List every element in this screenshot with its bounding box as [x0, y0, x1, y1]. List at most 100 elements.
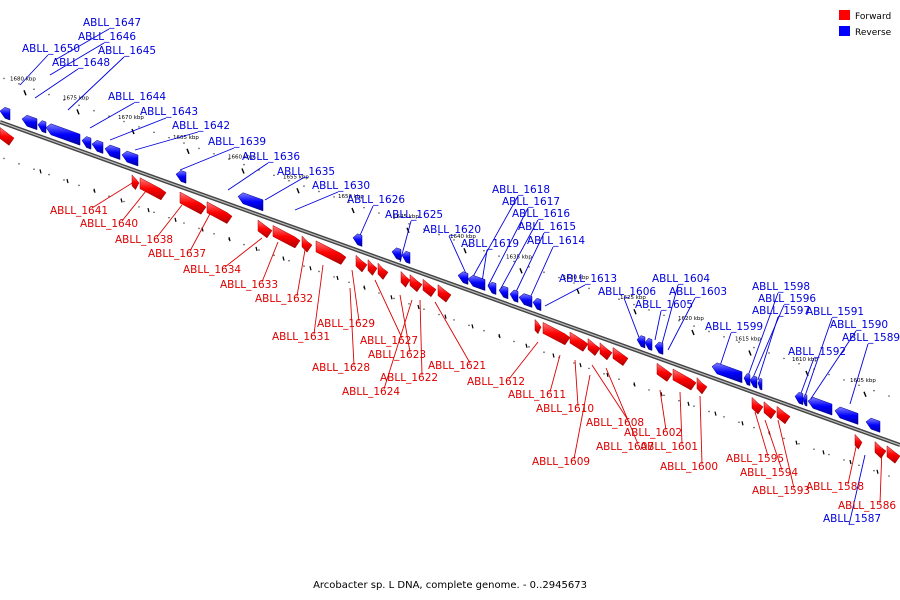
reverse-gene-arrow[interactable] — [757, 377, 763, 391]
reverse-gene-arrow[interactable] — [175, 170, 187, 184]
gene-label[interactable]: ABLL_1602 — [624, 427, 682, 439]
reverse-gene-arrow[interactable] — [644, 337, 653, 351]
reverse-gene-arrow[interactable] — [391, 247, 402, 261]
reverse-gene-arrow[interactable] — [467, 274, 486, 291]
gene-label[interactable]: ABLL_1606 — [598, 286, 656, 298]
forward-gene-arrow[interactable] — [886, 445, 900, 464]
reverse-gene-arrow[interactable] — [802, 394, 808, 407]
reverse-gene-arrow[interactable] — [81, 136, 92, 150]
gene-label[interactable]: ABLL_1640 — [80, 218, 138, 230]
forward-gene-arrow[interactable] — [569, 331, 589, 352]
gene-label[interactable]: ABLL_1605 — [635, 299, 693, 311]
gene-label[interactable]: ABLL_1588 — [806, 481, 864, 493]
reverse-gene-arrow[interactable] — [743, 373, 751, 387]
gene-label[interactable]: ABLL_1612 — [467, 376, 525, 388]
reverse-gene-arrow[interactable] — [0, 107, 11, 121]
gene-label[interactable]: ABLL_1586 — [838, 500, 896, 512]
gene-label[interactable]: ABLL_1603 — [669, 286, 727, 298]
forward-gene-arrow[interactable] — [776, 405, 791, 425]
reverse-gene-arrow[interactable] — [532, 297, 542, 312]
gene-label[interactable]: ABLL_1641 — [50, 205, 108, 217]
forward-gene-arrow[interactable] — [437, 284, 452, 303]
gene-label[interactable]: ABLL_1629 — [317, 318, 375, 330]
gene-label[interactable]: ABLL_1613 — [559, 273, 617, 285]
reverse-gene-arrow[interactable] — [37, 120, 47, 134]
reverse-gene-arrow[interactable] — [749, 375, 758, 389]
forward-gene-arrow[interactable] — [422, 278, 437, 298]
gene-label[interactable]: ABLL_1635 — [277, 166, 335, 178]
gene-label[interactable]: ABLL_1618 — [492, 184, 550, 196]
gene-label[interactable]: ABLL_1594 — [740, 467, 798, 479]
reverse-gene-arrow[interactable] — [401, 250, 411, 264]
reverse-gene-arrow[interactable] — [45, 123, 81, 146]
reverse-gene-arrow[interactable] — [91, 140, 104, 154]
forward-gene-arrow[interactable] — [854, 433, 863, 450]
forward-gene-arrow[interactable] — [272, 225, 301, 249]
gene-label[interactable]: ABLL_1625 — [385, 209, 443, 221]
reverse-gene-arrow[interactable] — [352, 233, 363, 247]
forward-gene-arrow[interactable] — [0, 127, 15, 146]
reverse-gene-arrow[interactable] — [487, 281, 497, 295]
gene-label[interactable]: ABLL_1638 — [115, 234, 173, 246]
gene-label[interactable]: ABLL_1631 — [272, 331, 330, 343]
reverse-gene-arrow[interactable] — [518, 293, 533, 308]
gene-label[interactable]: ABLL_1633 — [220, 279, 278, 291]
gene-label[interactable]: ABLL_1650 — [22, 43, 80, 55]
forward-gene-arrow[interactable] — [672, 368, 697, 391]
gene-label[interactable]: ABLL_1589 — [842, 332, 900, 344]
reverse-gene-arrow[interactable] — [807, 396, 833, 416]
forward-gene-arrow[interactable] — [315, 240, 347, 265]
gene-label[interactable]: ABLL_1598 — [752, 281, 810, 293]
gene-label[interactable]: ABLL_1617 — [502, 196, 560, 208]
gene-label[interactable]: ABLL_1597 — [752, 305, 810, 317]
reverse-gene-arrow[interactable] — [834, 406, 859, 425]
gene-label[interactable]: ABLL_1646 — [78, 31, 136, 43]
gene-label[interactable]: ABLL_1609 — [532, 456, 590, 468]
forward-gene-arrow[interactable] — [257, 219, 273, 239]
forward-gene-arrow[interactable] — [179, 191, 207, 215]
reverse-gene-arrow[interactable] — [636, 335, 646, 349]
forward-gene-arrow[interactable] — [131, 174, 140, 191]
reverse-gene-arrow[interactable] — [865, 417, 881, 433]
gene-label[interactable]: ABLL_1611 — [508, 389, 566, 401]
gene-label[interactable]: ABLL_1628 — [312, 362, 370, 374]
forward-gene-arrow[interactable] — [656, 362, 673, 382]
gene-label[interactable]: ABLL_1607 — [596, 441, 654, 453]
gene-label[interactable]: ABLL_1645 — [98, 45, 156, 57]
forward-gene-arrow[interactable] — [599, 342, 613, 361]
gene-label[interactable]: ABLL_1637 — [148, 248, 206, 260]
gene-label[interactable]: ABLL_1592 — [788, 346, 846, 358]
gene-label[interactable]: ABLL_1642 — [172, 120, 230, 132]
gene-label[interactable]: ABLL_1596 — [758, 293, 816, 305]
gene-label[interactable]: ABLL_1621 — [428, 360, 486, 372]
forward-gene-arrow[interactable] — [534, 318, 542, 335]
reverse-gene-arrow[interactable] — [104, 144, 121, 160]
gene-label[interactable]: ABLL_1600 — [660, 461, 718, 473]
gene-label[interactable]: ABLL_1622 — [380, 372, 438, 384]
forward-gene-arrow[interactable] — [355, 254, 368, 273]
forward-gene-arrow[interactable] — [696, 377, 708, 395]
reverse-gene-arrow[interactable] — [121, 150, 139, 167]
gene-label[interactable]: ABLL_1624 — [342, 386, 400, 398]
forward-gene-arrow[interactable] — [751, 396, 764, 415]
forward-gene-arrow[interactable] — [400, 270, 411, 288]
gene-label[interactable]: ABLL_1590 — [830, 319, 888, 331]
gene-label[interactable]: ABLL_1630 — [312, 180, 370, 192]
forward-gene-arrow[interactable] — [206, 201, 233, 224]
gene-label[interactable]: ABLL_1644 — [108, 91, 166, 103]
gene-label[interactable]: ABLL_1604 — [652, 273, 710, 285]
gene-label[interactable]: ABLL_1627 — [360, 335, 418, 347]
gene-label[interactable]: ABLL_1636 — [242, 151, 300, 163]
forward-gene-arrow[interactable] — [367, 258, 378, 276]
reverse-gene-arrow[interactable] — [711, 362, 743, 384]
gene-label[interactable]: ABLL_1620 — [423, 224, 481, 236]
forward-gene-arrow[interactable] — [377, 262, 389, 280]
forward-gene-arrow[interactable] — [139, 177, 167, 201]
gene-label[interactable]: ABLL_1601 — [640, 441, 698, 453]
gene-label[interactable]: ABLL_1595 — [726, 453, 784, 465]
forward-gene-arrow[interactable] — [874, 440, 887, 459]
reverse-gene-arrow[interactable] — [21, 114, 38, 131]
forward-gene-arrow[interactable] — [763, 401, 777, 420]
gene-label[interactable]: ABLL_1591 — [806, 306, 864, 318]
gene-label[interactable]: ABLL_1615 — [518, 221, 576, 233]
